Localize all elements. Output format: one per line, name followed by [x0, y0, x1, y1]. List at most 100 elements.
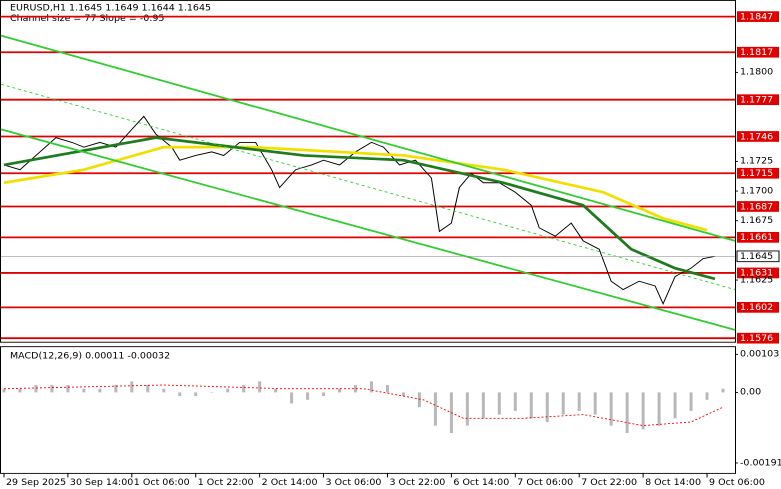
histogram-bar	[609, 392, 613, 426]
histogram-bar	[258, 381, 262, 393]
histogram-bar	[274, 388, 278, 393]
level-label: 1.1602	[740, 304, 773, 313]
x-tick-label: 3 Oct 22:00	[389, 479, 445, 488]
histogram-bar	[433, 392, 437, 426]
x-tick-label: 7 Oct 22:00	[581, 479, 637, 488]
histogram-bar	[561, 392, 565, 415]
histogram-bar	[705, 392, 709, 400]
histogram-bar	[18, 388, 22, 393]
histogram-bar	[290, 392, 294, 404]
moving-average	[3, 145, 708, 232]
histogram-bar	[34, 385, 38, 393]
histogram-bar	[226, 388, 230, 393]
x-tick-label: 9 Oct 06:00	[709, 479, 765, 488]
histogram-bar	[481, 392, 485, 419]
histogram-bar	[130, 381, 134, 393]
histogram-bar	[625, 392, 629, 434]
channel-line	[0, 128, 736, 331]
histogram-bar	[465, 392, 469, 426]
histogram-bar	[497, 392, 501, 415]
histogram-bar	[577, 392, 581, 411]
histogram-bar	[146, 385, 150, 393]
level-label-box	[737, 267, 779, 279]
channel-line	[0, 83, 736, 290]
level-label: 1.1715	[740, 169, 773, 178]
y-tick-label: 1.1625	[740, 276, 773, 285]
level-label-box	[737, 46, 779, 58]
histogram-bar	[50, 385, 54, 393]
histogram-bar	[322, 392, 326, 397]
histogram-bar	[401, 392, 405, 397]
histogram-bar	[82, 388, 86, 393]
histogram-bar	[162, 388, 166, 393]
price-line	[3, 115, 716, 306]
histogram-bar	[98, 388, 102, 393]
histogram-bar	[529, 392, 533, 419]
level-label: 1.1576	[740, 334, 774, 343]
price-panel-frame	[0, 0, 736, 343]
histogram-bar	[178, 392, 182, 397]
y-tick-label: 0.00103	[740, 350, 779, 359]
level-label: 1.1746	[740, 133, 774, 142]
signal-line	[3, 384, 724, 427]
histogram-bar	[354, 385, 358, 393]
x-tick-label: 2 Oct 14:00	[262, 479, 318, 488]
histogram-bar	[385, 385, 389, 393]
y-tick-label: 1.1800	[740, 68, 774, 77]
y-tick-label: 1.1675	[740, 216, 773, 225]
histogram-bar	[545, 392, 549, 422]
level-label-box	[737, 201, 779, 212]
histogram-bar	[338, 388, 342, 393]
macd-title: MACD(12,26,9) 0.00011 -0.00032	[10, 352, 170, 361]
histogram-bar	[242, 385, 246, 393]
level-label: 1.1847	[740, 13, 773, 22]
histogram-bar	[114, 385, 118, 393]
level-label: 1.1777	[740, 96, 773, 105]
chart-title: EURUSD,H1 1.1645 1.1649 1.1644 1.1645	[10, 4, 211, 13]
chart-subtitle: Channel size = 77 Slope = -0.95	[10, 15, 164, 24]
current-price-box	[736, 250, 780, 263]
x-tick-label: 8 Oct 14:00	[645, 479, 701, 488]
current-price-label: 1.1645	[740, 253, 773, 262]
level-label-box	[737, 94, 779, 106]
histogram-bar	[593, 392, 597, 415]
level-label-box	[737, 231, 779, 243]
level-label-box	[737, 301, 779, 313]
y-tick-label: -0.00191	[740, 459, 781, 468]
level-label-box	[737, 11, 779, 22]
histogram-bar	[689, 392, 693, 411]
moving-average	[3, 136, 716, 281]
histogram-bar	[417, 392, 421, 408]
level-label: 1.1687	[740, 203, 773, 212]
x-tick-label: 6 Oct 14:00	[453, 479, 509, 488]
histogram-bar	[194, 392, 198, 397]
level-label-box	[737, 167, 779, 179]
histogram-bar	[2, 388, 6, 393]
histogram-bar	[306, 392, 310, 400]
x-tick-label: 1 Oct 22:00	[198, 479, 254, 488]
macd-panel-frame	[0, 346, 736, 474]
histogram-bar	[657, 392, 661, 426]
x-tick-label: 1 Oct 06:00	[134, 479, 190, 488]
level-label: 1.1631	[740, 269, 773, 278]
y-tick-label: 1.1700	[740, 187, 774, 196]
level-label-box	[737, 131, 779, 142]
level-label: 1.1661	[740, 234, 773, 243]
channel-line	[0, 34, 736, 242]
x-tick-label: 3 Oct 06:00	[326, 479, 382, 488]
histogram-bar	[673, 392, 677, 419]
histogram-bar	[641, 392, 645, 430]
x-tick-label: 29 Sep 2025	[6, 479, 66, 488]
x-tick-label: 7 Oct 06:00	[517, 479, 573, 488]
level-label: 1.1817	[740, 48, 773, 57]
y-tick-label: 1.1725	[740, 157, 773, 166]
x-tick-label: 30 Sep 14:00	[70, 479, 134, 488]
histogram-bar	[369, 381, 373, 393]
histogram-bar	[513, 392, 517, 411]
level-label-box	[737, 332, 779, 344]
y-tick-label: 0.00	[740, 388, 761, 397]
histogram-bar	[66, 385, 70, 393]
histogram-bar	[721, 388, 725, 393]
